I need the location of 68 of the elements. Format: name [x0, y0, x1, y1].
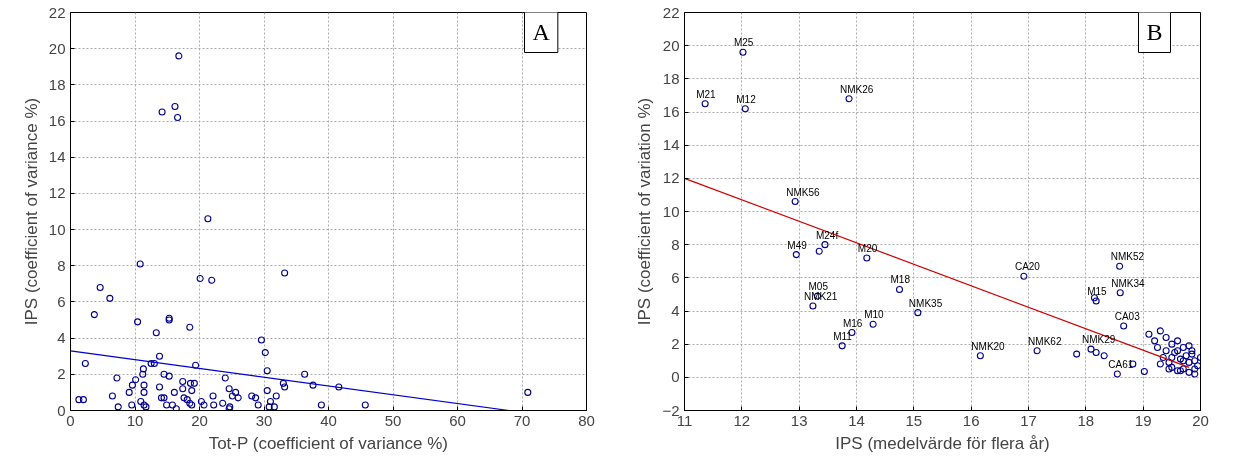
- annotation: NMK34: [1111, 277, 1146, 289]
- x-tick-label: 12: [733, 411, 751, 429]
- annotation: M49: [787, 239, 808, 251]
- annotation: M18: [890, 274, 911, 286]
- y-tick-label: 16: [48, 112, 66, 130]
- annotation: M15: [1087, 286, 1108, 298]
- y-tick-label: 4: [57, 329, 66, 347]
- x-axis-title: IPS (medelvärde för flera år): [835, 433, 1050, 453]
- x-tick-label: 20: [1192, 411, 1209, 429]
- x-tick-label: 13: [790, 411, 808, 429]
- annotation: M10: [864, 309, 885, 321]
- x-tick-label: 20: [191, 411, 208, 429]
- x-tick-label: 14: [848, 411, 865, 429]
- annotation: NMK20: [971, 340, 1006, 352]
- x-axis-title: Tot-P (coefficient of variance %): [208, 433, 449, 453]
- y-tick-label: 10: [662, 202, 680, 220]
- x-tick-label: 19: [1134, 411, 1152, 429]
- x-tick-label: 17: [1020, 411, 1037, 429]
- annotation: A: [532, 18, 551, 45]
- annotation: M21: [696, 88, 717, 100]
- annotation: CA03: [1114, 310, 1141, 322]
- annotation: CA61: [1108, 359, 1134, 371]
- y-tick-label: 6: [671, 268, 680, 286]
- x-tick-label: 50: [384, 411, 402, 429]
- x-tick-label: 10: [126, 411, 144, 429]
- annotation: NMK29: [1081, 334, 1116, 346]
- annotation: M25: [733, 37, 754, 49]
- y-tick-label: 6: [57, 292, 66, 310]
- y-tick-label: 4: [671, 302, 680, 319]
- y-tick-label: 2: [671, 335, 680, 353]
- y-tick-label: 22: [48, 3, 66, 21]
- annotation: B: [1146, 18, 1163, 45]
- annotation: NMK52: [1110, 251, 1145, 263]
- y-tick-label: 0: [671, 368, 680, 386]
- y-tick-label: 12: [48, 184, 66, 202]
- x-tick-label: 15: [905, 411, 923, 429]
- y-tick-label: 8: [57, 256, 66, 274]
- y-tick-label: 20: [48, 39, 66, 57]
- y-tick-label: 22: [662, 3, 680, 21]
- annotation: CA20: [1014, 261, 1041, 273]
- y-tick-label: 14: [48, 148, 66, 166]
- annotation: NMK35: [908, 297, 943, 309]
- y-tick-label: 10: [48, 220, 66, 238]
- y-tick-label: 16: [662, 103, 680, 120]
- annotation: NMK56: [786, 186, 820, 198]
- y-tick-label: 14: [662, 136, 680, 154]
- x-tick-label: 80: [578, 411, 595, 429]
- x-tick-label: 40: [320, 411, 337, 429]
- annotation: M05: [808, 281, 829, 293]
- y-axis-title: IPS (coefficient of variation %): [635, 97, 655, 326]
- annotation: M12: [736, 93, 757, 105]
- y-tick-label: 18: [48, 75, 66, 93]
- y-tick-label: 2: [57, 365, 66, 383]
- annotation: NMK26: [840, 83, 874, 95]
- annotation: M11: [833, 330, 853, 342]
- y-tick-label: 18: [662, 69, 680, 87]
- annotation: M24f: [815, 229, 839, 241]
- y-axis-title: IPS (coefficient of variance %): [21, 97, 41, 326]
- annotation: NMK62: [1028, 335, 1062, 347]
- annotation: M16: [842, 317, 863, 329]
- x-tick-label: 18: [1077, 411, 1095, 429]
- x-tick-label: 60: [449, 411, 466, 429]
- y-tick-label: 20: [662, 36, 680, 54]
- x-tick-label: 30: [255, 411, 273, 429]
- y-tick-label: 12: [662, 169, 680, 187]
- y-tick-label: 8: [671, 235, 680, 253]
- x-tick-label: 16: [962, 411, 980, 429]
- x-tick-label: 70: [513, 411, 531, 429]
